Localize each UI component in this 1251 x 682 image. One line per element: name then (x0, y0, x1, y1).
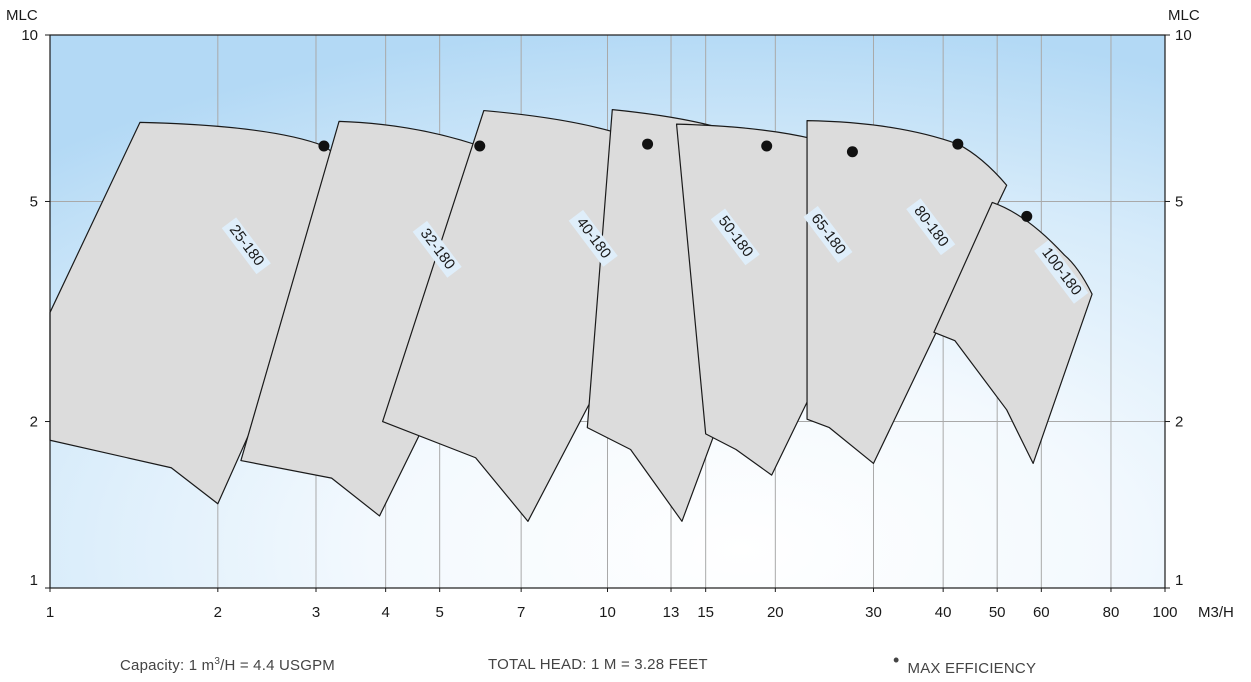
x-tick-label: 40 (935, 604, 952, 621)
capacity-note-prefix: Capacity: 1 m (120, 657, 215, 674)
x-tick-label: 4 (381, 604, 389, 621)
x-tick-label: 3 (312, 604, 320, 621)
y-tick-label-left: 1 (30, 572, 38, 589)
y-axis-title-left: MLC (6, 7, 38, 24)
x-tick-label: 80 (1103, 604, 1120, 621)
total-head-note: TOTAL HEAD: 1 M = 3.28 FEET (488, 656, 708, 673)
x-tick-label: 5 (436, 604, 444, 621)
model-label-bg (1034, 240, 1089, 304)
max-efficiency-legend-dot: • (893, 650, 900, 670)
max-efficiency-point-40-180 (642, 138, 654, 150)
y-tick-label-right: 5 (1175, 193, 1183, 210)
x-tick-label: 15 (697, 604, 714, 621)
max-efficiency-point-25-180 (318, 140, 330, 152)
capacity-note-suffix: /H = 4.4 USGPM (220, 657, 335, 674)
x-tick-label: 100 (1152, 604, 1177, 621)
model-label-bg (906, 198, 956, 256)
model-label-bg (412, 220, 462, 278)
x-axis-title: M3/H (1198, 604, 1234, 621)
model-label-bg (710, 208, 760, 266)
y-tick-label-left: 10 (21, 27, 38, 44)
y-axis-title-right: MLC (1168, 7, 1200, 24)
capacity-note-superscript: 3 (214, 656, 221, 667)
x-tick-label: 10 (599, 604, 616, 621)
x-tick-label: 13 (663, 604, 680, 621)
x-tick-label: 7 (517, 604, 525, 621)
max-efficiency-point-32-180 (474, 140, 486, 152)
model-label-bg (803, 206, 853, 263)
max-efficiency-point-65-180 (846, 146, 858, 158)
x-tick-label: 1 (46, 604, 54, 621)
y-tick-label-left: 5 (30, 193, 38, 210)
max-efficiency-point-80-180 (952, 138, 964, 150)
x-tick-label: 20 (767, 604, 784, 621)
x-tick-label: 2 (214, 604, 222, 621)
y-tick-label-left: 2 (30, 414, 38, 431)
y-tick-label-right: 10 (1175, 27, 1192, 44)
x-tick-label: 30 (865, 604, 882, 621)
max-efficiency-point-50-180 (761, 140, 773, 152)
max-efficiency-points (318, 138, 1033, 222)
y-tick-label-right: 2 (1175, 414, 1183, 431)
max-efficiency-legend-label: MAX EFFICIENCY (907, 660, 1037, 677)
max-efficiency-point-100-180 (1021, 210, 1033, 222)
max-efficiency-legend: • MAX EFFICIENCY (893, 650, 1036, 677)
capacity-note: Capacity: 1 m3/H = 4.4 USGPM (120, 656, 335, 674)
x-tick-label: 60 (1033, 604, 1050, 621)
pump-model-regions (49, 108, 1093, 522)
model-label-bg (568, 209, 618, 267)
y-tick-label-right: 1 (1175, 572, 1183, 589)
x-tick-label: 50 (989, 604, 1006, 621)
model-label-bg (221, 217, 271, 275)
